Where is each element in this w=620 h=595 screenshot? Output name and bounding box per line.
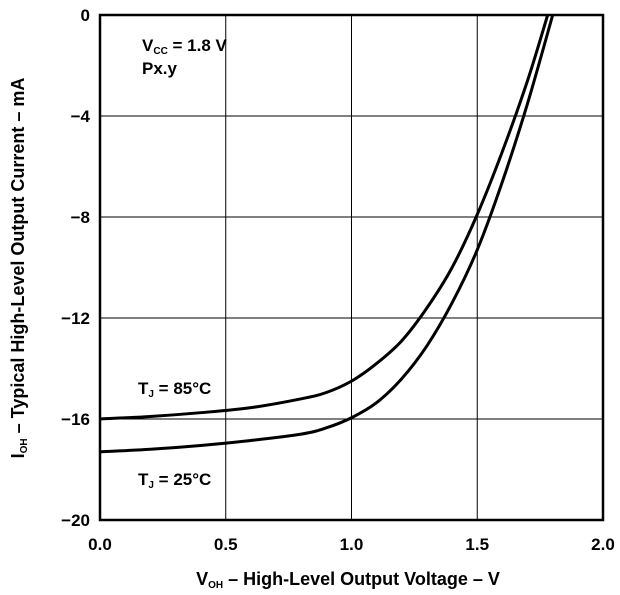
x-tick-label: 2.0 <box>591 535 615 554</box>
x-tick-label: 1.5 <box>465 535 489 554</box>
y-tick-label: −20 <box>61 511 90 530</box>
y-axis-label: IOH – Typical High-Level Output Current … <box>8 78 30 459</box>
y-tick-label: 0 <box>81 6 90 25</box>
y-tick-label: −8 <box>71 208 90 227</box>
series-85c-sub: J <box>148 389 154 400</box>
series-line-85c <box>99 14 550 421</box>
x-axis-label-main: V <box>196 569 208 589</box>
curves <box>99 14 555 454</box>
series-25c-sub: J <box>148 480 154 491</box>
series-line-25c <box>99 14 555 454</box>
y-tick-label: −4 <box>71 107 91 126</box>
x-axis-label-rest: – High-Level Output Voltage – V <box>223 569 500 589</box>
vcc-sub: CC <box>153 46 167 57</box>
x-axis-label-sub: OH <box>208 580 223 591</box>
package-annotation: Px.y <box>142 59 178 78</box>
series-label-25c: TJ = 25°C <box>138 470 211 491</box>
vcc-rest: = 1.8 V <box>168 36 228 55</box>
y-axis-label-rest: – Typical High-Level Output Current – mA <box>8 78 28 439</box>
vcc-annotation: VCC = 1.8 V <box>142 36 228 57</box>
y-tick-label: −12 <box>61 309 90 328</box>
series-label-85c: TJ = 85°C <box>138 379 211 400</box>
x-axis-label: VOH – High-Level Output Voltage – V <box>196 569 500 591</box>
x-tick-label: 0.0 <box>88 535 112 554</box>
series-85c-main: T <box>138 379 149 398</box>
series-25c-main: T <box>138 470 149 489</box>
y-axis-label-main: I <box>8 453 28 458</box>
vcc-main: V <box>142 36 154 55</box>
x-tick-label: 1.0 <box>340 535 364 554</box>
x-tick-label: 0.5 <box>214 535 238 554</box>
y-axis-label-sub: OH <box>19 438 30 453</box>
y-tick-label: −16 <box>61 410 90 429</box>
series-85c-rest: = 85°C <box>154 379 211 398</box>
plot-frame <box>98 13 605 522</box>
tick-labels: 0.0 0.5 1.0 1.5 2.0 0 −4 −8 −12 −16 −20 <box>61 6 615 554</box>
grid <box>100 15 603 520</box>
series-25c-rest: = 25°C <box>154 470 211 489</box>
